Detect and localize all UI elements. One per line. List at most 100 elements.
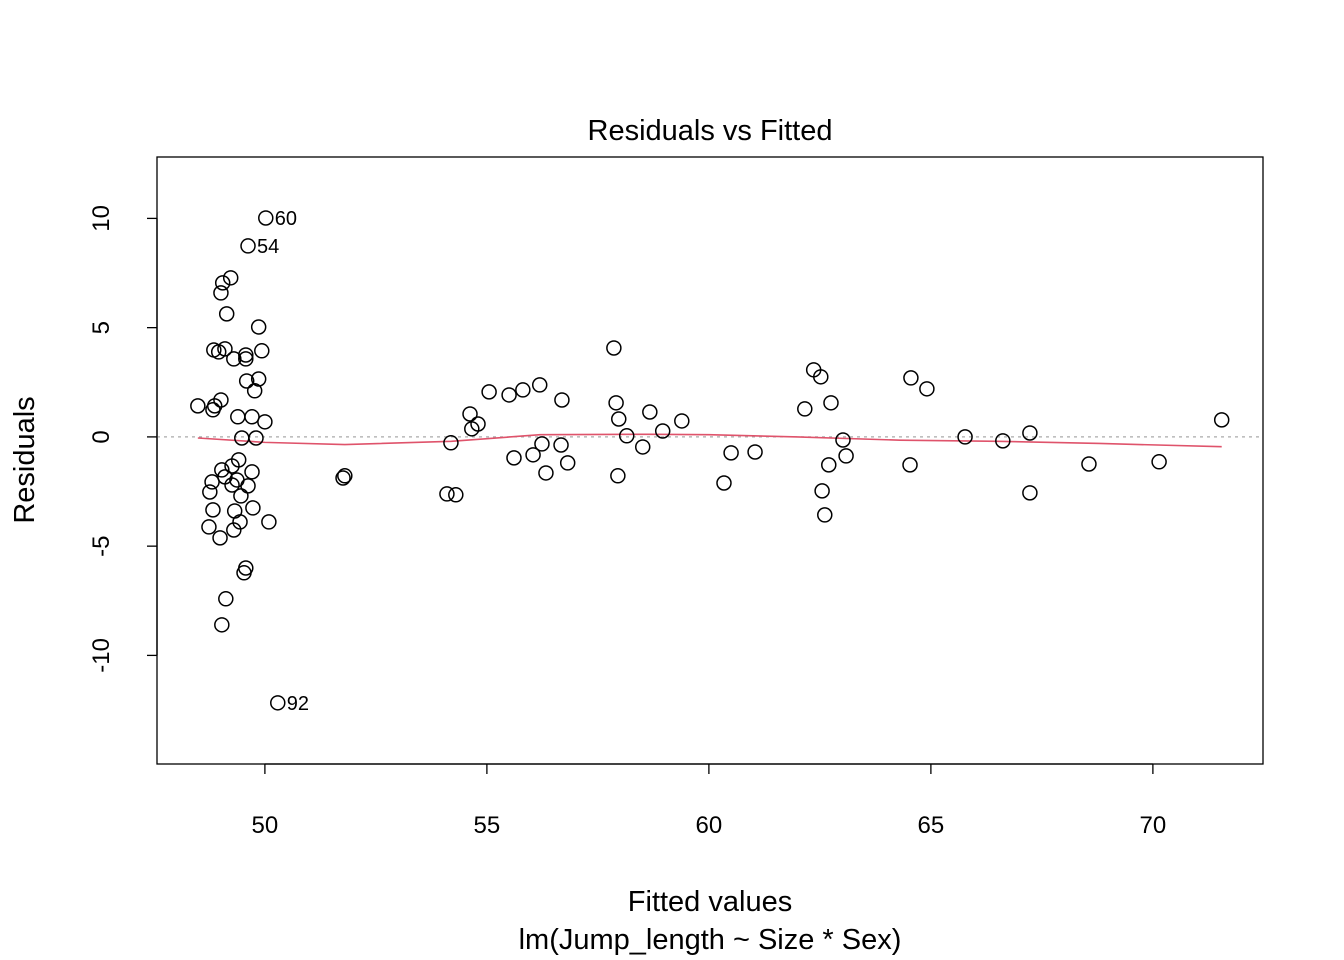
data-point [553,437,569,453]
data-point [218,591,234,607]
data-point [443,435,459,451]
data-point [723,445,739,461]
data-point [222,270,239,286]
data-point [634,439,651,455]
data-point [610,468,626,484]
plot-frame [156,156,1264,765]
data-point [214,617,230,633]
data-point [957,429,973,445]
x-tick-label: 50 [252,812,279,839]
data-point [226,503,243,519]
point-label: 54 [257,236,279,258]
data-point [642,404,658,420]
data-point [236,565,252,581]
data-point [506,450,522,466]
data-point [240,238,256,254]
data-point [240,478,256,494]
data-point [501,387,517,403]
data-point [525,447,541,463]
data-point [902,457,918,473]
data-point [258,210,274,226]
x-axis: 50 55 60 65 70 [252,763,1167,839]
y-tick-label: 5 [88,321,115,334]
data-point [716,475,732,491]
data-point [245,500,261,516]
data-point [538,465,554,481]
point-label: 92 [287,693,309,715]
data-point [246,383,263,399]
data-point [995,433,1011,449]
chart-title: Residuals vs Fitted [588,115,833,147]
data-point [214,275,231,291]
x-tick-label: 60 [696,812,723,839]
data-point [224,458,240,474]
data-point [233,488,249,504]
data-point [1081,456,1097,472]
smooth-curve [197,433,1222,448]
data-point [335,470,351,486]
data-point [835,432,851,448]
data-point [217,341,233,357]
data-point [531,377,548,393]
data-point [464,421,480,437]
point-labels: 60 54 92 [257,208,309,715]
data-point [817,507,833,523]
data-point [439,486,455,502]
data-point [1151,454,1167,470]
point-label: 60 [275,208,297,230]
data-point [250,371,267,387]
data-point [234,430,250,446]
data-point [797,401,813,417]
data-point [1213,412,1230,428]
data-point [619,428,635,444]
data-point [244,464,260,480]
x-tick-label: 65 [918,812,945,839]
data-point [261,514,277,530]
data-point [481,384,497,400]
points [190,210,1230,711]
data-point [337,468,353,484]
data-point [823,395,839,411]
data-point [515,382,531,398]
data-point [238,347,254,363]
data-point [470,416,486,432]
data-point [270,695,286,711]
data-point [747,444,763,460]
data-point [838,448,854,464]
data-point [244,409,260,425]
data-point [611,411,627,427]
x-tick-label: 70 [1140,812,1167,839]
data-point [1022,425,1038,441]
data-point [202,484,218,500]
y-tick-label: 0 [88,430,115,443]
data-point [254,343,270,359]
data-point [206,398,223,414]
data-point [248,430,264,446]
data-point [230,409,246,425]
data-point [238,351,254,367]
y-tick-label: -10 [88,638,115,673]
data-point [608,395,624,411]
data-point [448,487,464,503]
data-point [226,522,242,538]
data-point [190,398,206,414]
chart-subtitle: lm(Jump_length ~ Size * Sex) [519,924,902,956]
data-point [654,423,671,439]
data-point [554,392,570,408]
smooth-line [197,433,1222,448]
data-point [204,474,220,490]
x-axis-title: Fitted values [628,886,792,918]
data-point [534,436,550,452]
data-point [214,462,230,478]
y-tick-label: 10 [88,205,115,232]
data-point [814,483,830,499]
data-point [903,370,919,386]
data-point [919,381,935,397]
data-point [205,502,221,518]
data-point [213,285,229,301]
data-point [257,414,273,430]
data-point [224,477,240,493]
data-point [813,369,829,385]
data-point [462,406,478,422]
